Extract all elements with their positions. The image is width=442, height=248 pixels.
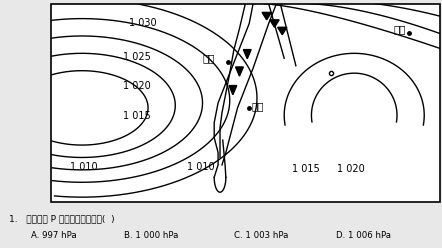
Text: A. 997 hPa: A. 997 hPa: [31, 231, 76, 240]
Text: 1.   图示时刻 P 地的气压值可能为(  ): 1. 图示时刻 P 地的气压值可能为( ): [9, 215, 114, 223]
Text: B. 1 000 hPa: B. 1 000 hPa: [124, 231, 178, 240]
Text: D. 1 006 hPa: D. 1 006 hPa: [336, 231, 391, 240]
Text: C. 1 003 hPa: C. 1 003 hPa: [234, 231, 289, 240]
Bar: [51, 4, 440, 202]
